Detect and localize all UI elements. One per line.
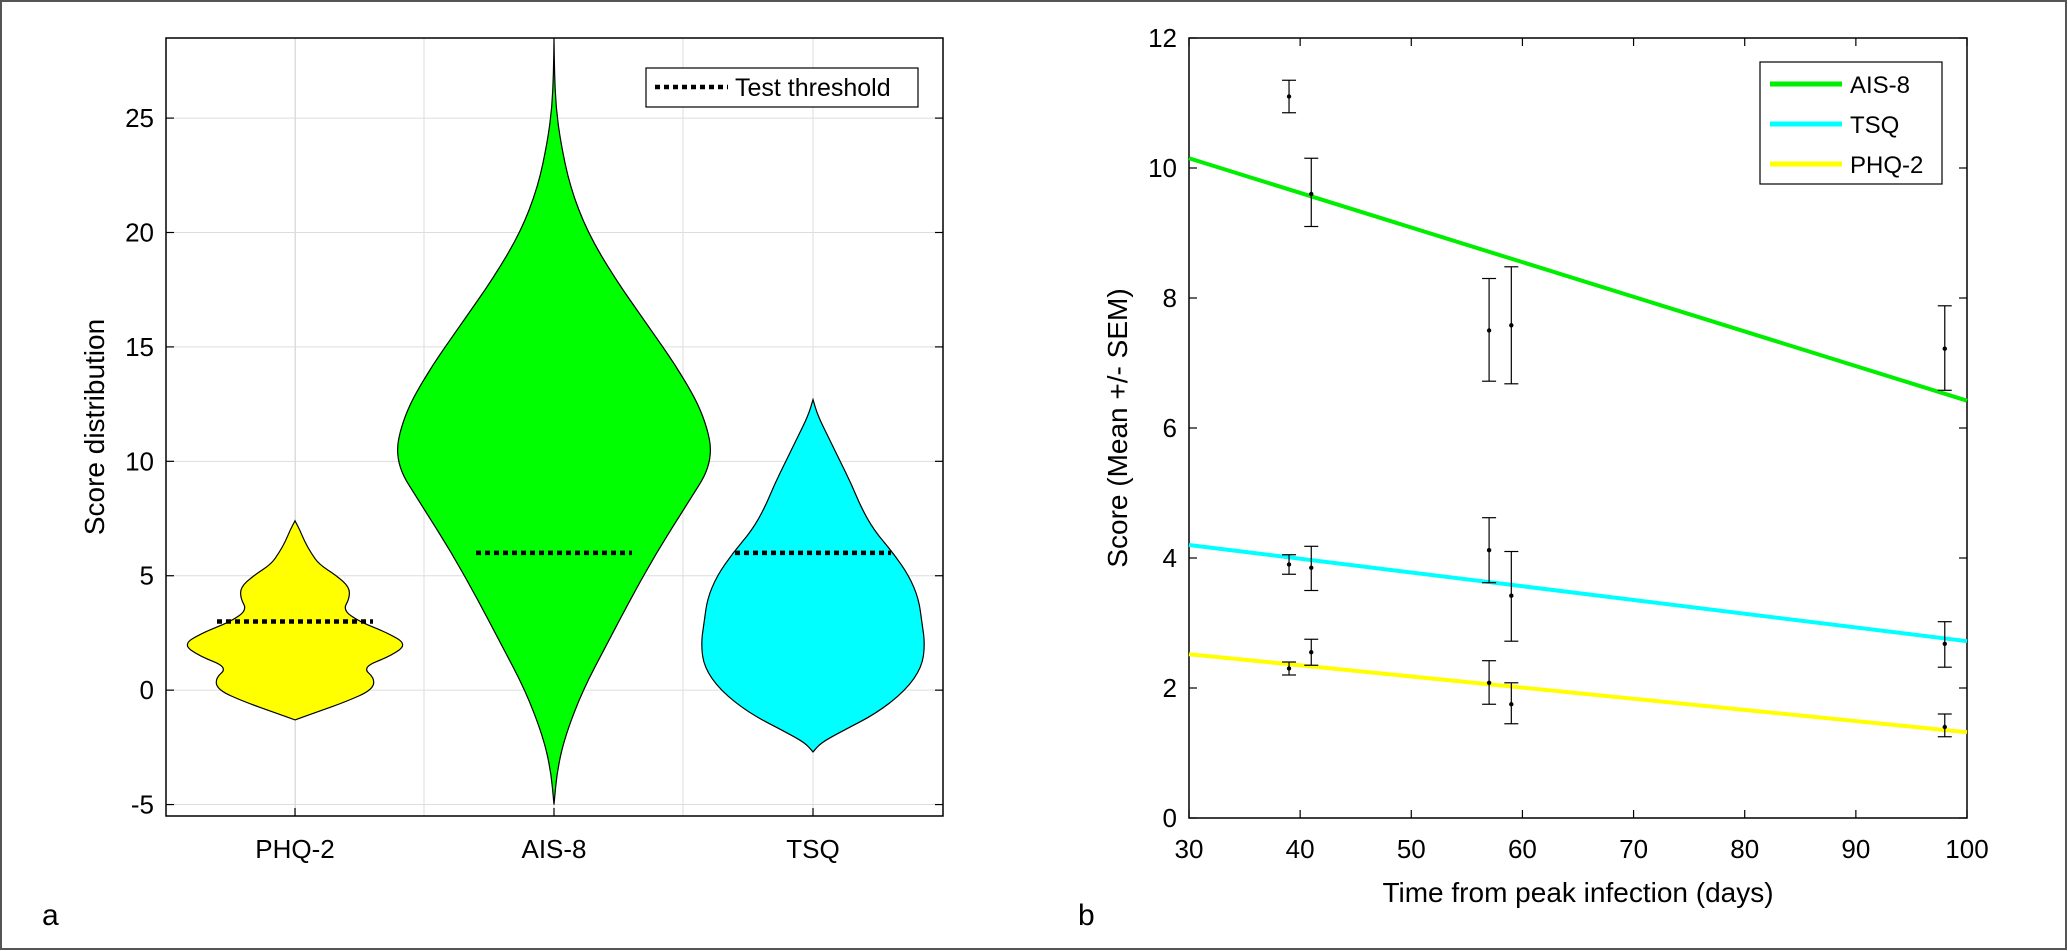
violin-y-tick-label: 10	[125, 446, 154, 476]
legend-ais8-label: AIS-8	[1850, 72, 1910, 99]
error-bar-phq2	[1504, 682, 1519, 725]
panel-label-a: a	[42, 899, 59, 932]
mean-point	[1942, 724, 1947, 730]
line-y-axis-label: Score (Mean +/- SEM)	[1102, 288, 1133, 567]
error-bar-tsq	[1304, 545, 1319, 592]
mean-point	[1286, 562, 1292, 567]
violin-y-tick-label: 15	[125, 332, 154, 362]
error-bar-tsq	[1937, 621, 1952, 668]
error-bar-ais8	[1482, 277, 1497, 382]
violin-x-tick-label: TSQ	[786, 834, 839, 864]
line-y-tick-label: 8	[1163, 283, 1177, 313]
mean-point	[1286, 94, 1292, 99]
error-bar-phq2	[1304, 638, 1319, 666]
mean-point	[1309, 650, 1314, 655]
error-bars	[1282, 79, 1952, 738]
fit-line-tsq	[1188, 543, 1968, 644]
line-y-tick-label: 0	[1163, 803, 1177, 833]
line-y-tick-label: 12	[1148, 23, 1177, 53]
fit-line-ais8	[1188, 156, 1968, 403]
mean-point	[1486, 328, 1492, 333]
violin-y-tick-label: 0	[140, 675, 154, 705]
mean-point	[1942, 346, 1947, 351]
violin-y-tick-label: 25	[125, 103, 154, 133]
line-x-tick-label: 100	[1945, 834, 1988, 864]
mean-point	[1309, 565, 1314, 570]
error-bar-ais8	[1504, 266, 1519, 385]
fit-line-phq2	[1188, 652, 1968, 735]
legend-tsq-label: TSQ	[1850, 112, 1899, 139]
error-bar-phq2	[1482, 660, 1497, 705]
violins	[186, 37, 925, 805]
mean-point	[1486, 680, 1492, 685]
violin-x-tick-label: PHQ-2	[255, 834, 334, 864]
error-bar-ais8	[1304, 157, 1319, 228]
error-bar-ais8	[1282, 79, 1297, 114]
panel-label-b: b	[1078, 899, 1095, 932]
line-x-axis-label: Time from peak infection (days)	[1382, 877, 1773, 908]
mean-point	[1509, 702, 1514, 707]
line-panel: 0 2 4 6 8 10 12 30 40 50 60 70 80 90 100 Time from pe…	[1078, 23, 1989, 932]
line-y-tick-label: 10	[1148, 153, 1177, 183]
error-bar-tsq	[1482, 517, 1497, 584]
line-y-tick-label: 2	[1163, 673, 1177, 703]
line-x-tick-label: 50	[1397, 834, 1426, 864]
line-y-ticks: 0 2 4 6 8 10 12	[1148, 23, 1967, 833]
mean-point	[1942, 641, 1947, 646]
threshold-lines	[217, 550, 891, 624]
violin-y-tick-label: 5	[140, 561, 154, 591]
error-bar-phq2	[1937, 713, 1952, 738]
line-x-tick-label: 80	[1730, 834, 1759, 864]
mean-point	[1486, 548, 1492, 553]
violin-x-tick-label: AIS-8	[521, 834, 586, 864]
violin-y-axis-label: Score distribution	[79, 319, 110, 535]
violin-x-ticks: PHQ-2 AIS-8 TSQ	[255, 808, 840, 864]
fit-lines	[1188, 156, 1968, 735]
line-x-tick-label: 70	[1619, 834, 1648, 864]
violin-ais-8	[397, 37, 711, 805]
mean-point	[1309, 191, 1314, 197]
line-x-tick-label: 90	[1841, 834, 1870, 864]
violin-y-tick-label: 20	[125, 218, 154, 248]
violin-legend: Test threshold	[645, 67, 919, 108]
violin-panel: -5 0 5 10 15 20 25 PHQ-2 AIS-8 TSQ Score distrib…	[42, 37, 944, 932]
violin-tsq	[701, 397, 925, 753]
violin-phq-2	[186, 519, 404, 721]
legend-threshold-label: Test threshold	[735, 74, 891, 102]
mean-point	[1286, 666, 1292, 671]
line-y-tick-label: 4	[1163, 543, 1177, 573]
violin-y-tick-label: -5	[131, 790, 154, 820]
line-x-ticks: 30 40 50 60 70 80 90 100	[1175, 38, 1989, 864]
error-bar-tsq	[1282, 554, 1297, 575]
mean-point	[1509, 323, 1514, 328]
error-bar-tsq	[1504, 550, 1519, 642]
line-x-tick-label: 30	[1175, 834, 1204, 864]
line-legend: AIS-8 TSQ PHQ-2	[1759, 61, 1943, 185]
mean-point	[1509, 593, 1514, 598]
line-y-tick-label: 6	[1163, 413, 1177, 443]
violin-y-ticks: -5 0 5 10 15 20 25	[125, 103, 943, 820]
legend-phq2-label: PHQ-2	[1850, 152, 1923, 179]
error-bar-phq2	[1282, 661, 1297, 676]
error-bar-ais8	[1937, 305, 1952, 391]
line-x-tick-label: 40	[1286, 834, 1315, 864]
line-x-tick-label: 60	[1508, 834, 1537, 864]
